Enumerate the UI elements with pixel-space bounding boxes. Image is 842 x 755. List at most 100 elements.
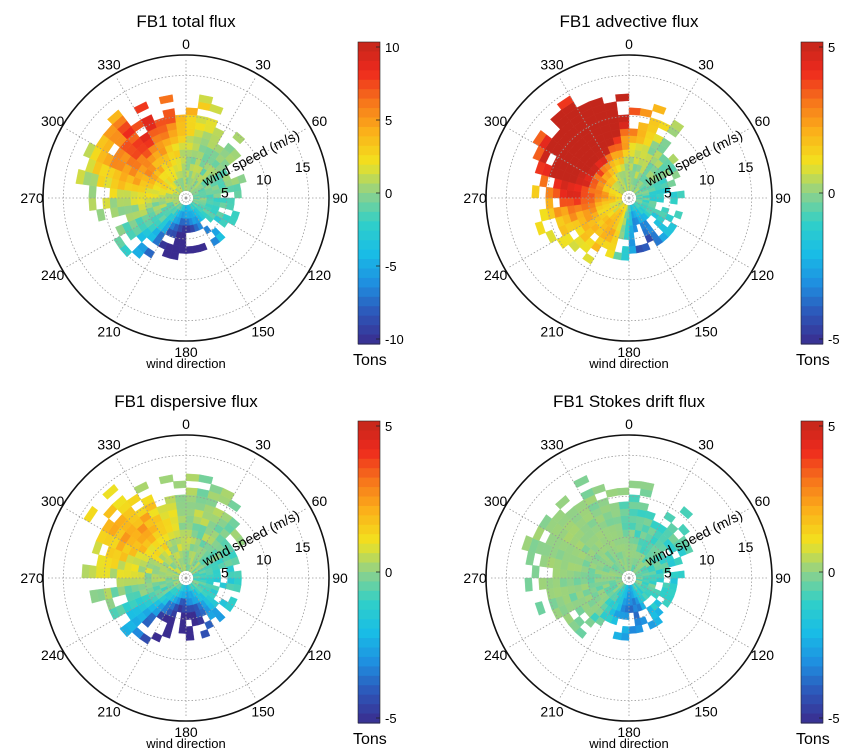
colorbar-segment [801,430,823,441]
colorbar-segment [801,647,823,658]
angle-tick-label: 180 [617,344,641,360]
heatmap-cell [608,501,621,512]
angle-tick-label: 300 [41,113,65,129]
polar-frame [485,434,773,722]
heatmap-cell [198,94,214,105]
heatmap-cell [116,577,125,588]
heatmap-cell [637,501,650,512]
heatmap-cell [109,197,118,209]
heatmap-cell [566,189,575,199]
colorbar-segment [358,430,380,441]
colorbar-segment [358,174,380,185]
heatmap-cell [179,149,187,157]
colorbar-label: Tons [796,731,830,748]
heatmap-cell [624,163,630,171]
angle-tick-label: 240 [484,267,508,283]
angle-tick-label: 150 [251,703,275,719]
heatmap-cell [656,197,664,203]
colorbar-segment [358,51,380,62]
chart-title: FB1 total flux [136,12,236,31]
colorbar-segment [801,174,823,185]
colorbar-segment [358,496,380,507]
heatmap-cell [185,114,198,123]
heatmap-cell [179,619,187,627]
heatmap-cell [616,487,630,496]
heatmap-cell [119,624,133,638]
colorbar-segment [358,439,380,450]
heatmap-cell [673,210,683,220]
angle-tick-label: 240 [484,647,508,663]
angle-tick-label: 210 [540,703,564,719]
colorbar-segment [358,449,380,460]
heatmap-cell [151,577,159,583]
colorbar-segment [358,306,380,317]
colorbar-segment [801,496,823,507]
colorbar-segment [358,534,380,545]
angular-gridline [116,577,187,699]
heatmap-cell [525,550,536,566]
heatmap-cell [628,246,637,254]
colorbar-segment [801,694,823,705]
colorbar-segment [358,515,380,526]
colorbar-segment [358,628,380,639]
colorbar-segment [801,315,823,326]
colorbar-segment [801,628,823,639]
heatmap-cell [628,128,639,137]
polar-grid [490,59,768,337]
chart-title: FB1 Stokes drift flux [553,392,706,411]
angular-gridline [628,197,699,319]
heatmap-cell [174,494,187,503]
heatmap-cell [102,566,111,579]
heatmap-cell [203,225,212,235]
heatmap-cell [232,584,242,593]
heatmap-cell [102,483,119,500]
colorbar-segment [801,638,823,649]
heatmap-cell [235,535,247,547]
angle-tick-label: 60 [755,493,771,509]
x-axis-label: wind direction [588,356,669,371]
heatmap-cell [161,249,172,259]
angular-gridline [65,197,187,268]
colorbar-segment [358,221,380,232]
heatmap-cell [667,179,677,188]
heatmap-cell [178,142,187,150]
heatmap-cell [573,190,581,199]
colorbar-segment [801,108,823,119]
colorbar-segment [801,713,823,724]
heatmap-cell [612,631,622,641]
angle-tick-label: 210 [97,703,121,719]
heatmap-cell [621,142,630,150]
colorbar-segment [801,581,823,592]
heatmap-cell [226,203,235,211]
heatmap-cell [130,190,138,199]
heatmap-cell [588,97,605,109]
heatmap-cell [185,508,196,517]
colorbar-segment [801,240,823,251]
heatmap-cell [538,577,547,591]
panel-2: 0 30 60 90 120 150 180 210 240 270 300 330 5 10 15 wind… [463,12,839,371]
angle-tick-label: 60 [755,113,771,129]
heatmap-cell [679,506,694,520]
heatmap-cell [539,174,549,188]
heatmap-cell [556,95,574,111]
colorbar-tick-label: 5 [828,419,835,434]
angle-tick-label: 330 [540,57,564,73]
heatmap-cell [656,573,664,579]
heatmap-cell [232,131,246,145]
heatmap-cell [177,515,187,524]
colorbar-segment [801,524,823,535]
heatmap-cell [227,216,238,227]
heatmap-cell [185,107,199,116]
polar-grid [47,59,325,337]
heatmap-cell [88,197,97,211]
heatmap-cell [111,495,128,510]
angle-tick-label: 180 [617,724,641,740]
chart-title: FB1 dispersive flux [114,392,258,411]
heatmap-cell [102,197,111,210]
colorbar: 5 0 -5 Tons [796,40,840,369]
angular-gridline [508,508,630,579]
colorbar-tick-label: 5 [385,419,392,434]
heatmap-cell [158,94,174,105]
heatmap-cell [559,188,568,199]
colorbar-segment [801,60,823,71]
